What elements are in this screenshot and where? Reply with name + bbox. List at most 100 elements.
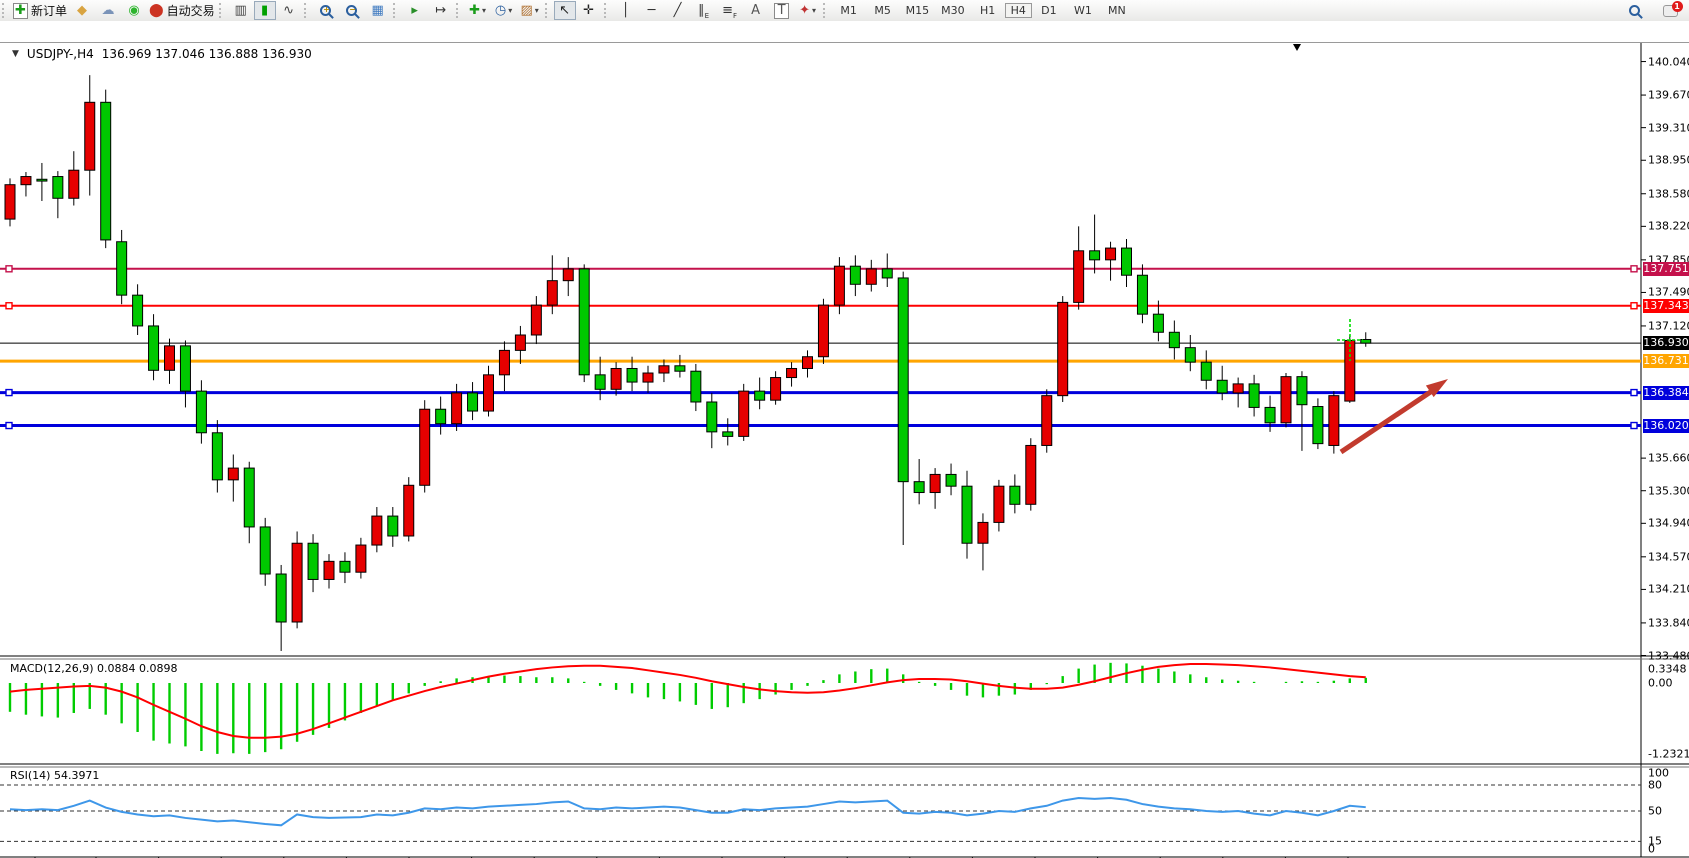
chevron-down-icon[interactable]: ▾ [812, 6, 817, 15]
crosshair-button[interactable]: ✛ [576, 1, 602, 20]
periods-button[interactable]: ◷ ▾ [491, 1, 517, 20]
toolbar-group: ✚ ▾ ◷ ▾ ▨ ▾ [465, 0, 543, 21]
timeframe-h1[interactable]: H1 [979, 4, 996, 17]
toolbar-grip [822, 3, 830, 18]
candle-body [1232, 383, 1244, 394]
zoom-out-icon: − [346, 5, 360, 19]
chevron-down-icon[interactable]: ▾ [534, 6, 539, 15]
zoom-in-button[interactable]: + [313, 1, 339, 20]
candle-body [451, 392, 463, 425]
templates-button[interactable]: ▨ ▾ [517, 1, 543, 20]
candle-body [722, 431, 734, 437]
chart-window[interactable]: ▼ USDJPY-,H4 136.969 137.046 136.888 136… [0, 21, 1689, 858]
timeframe-mn[interactable]: MN [1108, 4, 1126, 17]
timeframe-m15[interactable]: M15 [905, 4, 930, 17]
timeframe-m30[interactable]: M30 [941, 4, 965, 17]
equidistant-channel-button[interactable]: ∥ E [691, 1, 717, 20]
chart-canvas[interactable] [0, 21, 1689, 858]
horizontal-line-icon: ─ [647, 3, 656, 18]
resistance-line-137343-handle[interactable] [1630, 302, 1638, 310]
notifications-button[interactable]: 1 [1657, 0, 1683, 20]
signals-button[interactable]: ◉ [121, 1, 147, 20]
notification-badge: 1 [1671, 0, 1683, 12]
rsi-axis-label: 50 [1648, 804, 1662, 818]
chart-shift-button[interactable]: ↦ [428, 1, 454, 20]
macd-indicator-label: MACD(12,26,9) 0.0884 0.0898 [10, 662, 178, 675]
zoom-out-button[interactable]: − [339, 1, 365, 20]
search-button[interactable] [1621, 1, 1647, 20]
timeframe-d1[interactable]: D1 [1041, 4, 1057, 17]
timeframe-m1[interactable]: M1 [840, 4, 857, 17]
metaeditor-button[interactable]: ◆ [69, 1, 95, 20]
tile-windows-button[interactable]: ▦ [365, 1, 391, 20]
candle-body [116, 241, 128, 296]
rsi-axis-label: 0 [1648, 842, 1655, 856]
indicators-button[interactable]: ✚ ▾ [465, 1, 491, 20]
line-chart-icon: ∿ [283, 3, 295, 18]
candle-body [132, 294, 144, 327]
candle-body [530, 304, 542, 336]
timeframe-w1[interactable]: W1 [1073, 4, 1092, 17]
arrows-button[interactable]: ✦ ▾ [795, 1, 821, 20]
candle-body [243, 467, 255, 528]
resistance-line-137343-handle[interactable] [5, 302, 13, 310]
main-toolbar: ✚ 新订单 ◆ ☁ ◉ ⬤ 自动交易 ▥ ▮ ∿ + − ▦ ▸ ↦ ✚ ▾ ◷ ▾ ▨ ▾ ↖ ✛ │ ─ ╱ ∥ E ≡ F A T ✦ ▾ M… [0, 0, 1689, 22]
chevron-down-icon[interactable]: ▾ [508, 6, 513, 15]
toolbar-group: ▸ ↦ [402, 0, 454, 21]
rsi-axis-label: 15 [1648, 834, 1662, 848]
text-button[interactable]: A [743, 1, 769, 20]
candle-body [498, 349, 510, 376]
candle-body [961, 485, 973, 544]
price-axis-label: 135.660 [1648, 451, 1689, 465]
candle-body [881, 268, 893, 279]
cursor-button[interactable]: ↖ [553, 1, 576, 20]
trend-arrow-line[interactable] [1339, 388, 1434, 455]
candle-body [339, 560, 351, 573]
horizontal-line-button[interactable]: ─ [639, 1, 665, 20]
chevron-down-icon[interactable]: ▾ [482, 6, 487, 15]
candle-body [1312, 406, 1324, 445]
trend-arrow-head[interactable] [1425, 379, 1448, 398]
auto-scroll-button[interactable]: ▸ [402, 1, 428, 20]
price-axis-label: 134.940 [1648, 516, 1689, 530]
trendline-button[interactable]: ╱ [665, 1, 691, 20]
rsi-indicator-label: RSI(14) 54.3971 [10, 769, 100, 782]
toolbar-group: ✚ 新订单 ◆ ☁ ◉ ⬤ 自动交易 [11, 0, 217, 21]
candle-body [642, 372, 654, 383]
toolbar-grip [544, 3, 552, 18]
toolbar-group: ↖ ✛ [553, 0, 602, 21]
support-line-136384-handle[interactable] [1630, 388, 1638, 397]
signals-icon: ◉ [128, 3, 140, 18]
autotrading-button-label: 自动交易 [166, 4, 215, 18]
fibonacci-button[interactable]: ≡ F [717, 1, 743, 20]
support-line-136384-handle[interactable] [5, 388, 13, 397]
candle-body [211, 432, 223, 481]
text-label-button[interactable]: T [769, 1, 795, 20]
candle-body [435, 408, 447, 425]
candle-body [865, 268, 877, 285]
candle-body [1216, 379, 1228, 394]
toolbar-group: + − ▦ [313, 0, 391, 21]
candle-body [403, 484, 415, 537]
price-axis-label: 135.300 [1648, 484, 1689, 498]
mql5-community-button[interactable]: ☁ [95, 1, 121, 20]
new-order-button[interactable]: ✚ 新订单 [11, 1, 69, 20]
bar-chart-button[interactable]: ▥ [228, 1, 254, 20]
indicators-icon: ✚ [469, 3, 481, 18]
candle-body [1073, 250, 1085, 303]
candlestick-button[interactable]: ▮ [253, 1, 276, 20]
candle-body [1264, 406, 1276, 424]
fibonacci-icon: ≡ [722, 3, 734, 18]
candle-body [802, 356, 813, 369]
autotrading-icon: ⬤ [149, 3, 164, 18]
autotrading-button[interactable]: ⬤ 自动交易 [147, 1, 217, 20]
resistance-line-137751-handle[interactable] [1630, 265, 1638, 273]
vertical-line-button[interactable]: │ [613, 1, 639, 20]
resistance-line-137751-handle[interactable] [5, 265, 13, 273]
one-click-trading-toggle[interactable]: ▼ [12, 49, 19, 59]
timeframe-m5[interactable]: M5 [874, 4, 891, 17]
support-line-136020-handle[interactable] [5, 421, 13, 430]
support-line-136020-handle[interactable] [1630, 421, 1638, 430]
timeframe-h4[interactable]: H4 [1004, 3, 1032, 18]
line-chart-button[interactable]: ∿ [276, 1, 302, 20]
